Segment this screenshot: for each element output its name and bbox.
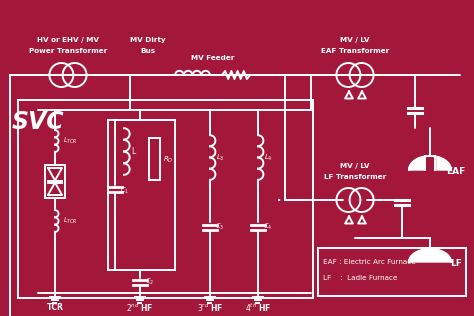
Text: $L_4$: $L_4$ [264, 153, 273, 163]
Text: $4^{th}$ HF: $4^{th}$ HF [245, 302, 271, 314]
Text: TCR: TCR [46, 303, 64, 313]
Text: MV / LV: MV / LV [340, 163, 370, 169]
Bar [318, 248, 466, 296]
Text: MV Dirty: MV Dirty [130, 37, 166, 43]
Text: $L_{TCR}$: $L_{TCR}$ [63, 136, 78, 146]
Bar [108, 120, 175, 270]
Polygon shape [409, 156, 451, 170]
Polygon shape [425, 156, 435, 170]
Text: $C_4$: $C_4$ [263, 222, 272, 232]
Text: $L_{TCR}$: $L_{TCR}$ [63, 216, 78, 226]
Text: $C_1$: $C_1$ [120, 186, 129, 196]
Bar [149, 138, 161, 180]
Text: HV or EHV / MV: HV or EHV / MV [37, 37, 99, 43]
Bar [45, 165, 65, 198]
Text: . .: . . [277, 193, 289, 203]
Text: LF Transformer: LF Transformer [324, 174, 386, 180]
Text: $L_3$: $L_3$ [216, 153, 225, 163]
Text: $2^{nd}$ HF: $2^{nd}$ HF [126, 302, 154, 314]
Text: MV / LV: MV / LV [340, 37, 370, 43]
Text: EAF: EAF [447, 167, 465, 177]
Text: Power Transformer: Power Transformer [29, 48, 107, 54]
Text: $C_2$: $C_2$ [145, 277, 154, 287]
Text: $C_3$: $C_3$ [215, 222, 224, 232]
Text: Bus: Bus [140, 48, 155, 54]
Text: MV Feeder: MV Feeder [191, 55, 235, 61]
Text: L: L [131, 148, 135, 156]
Text: $R_D$: $R_D$ [163, 155, 173, 165]
Text: SVC: SVC [12, 110, 64, 134]
Text: $3^{rd}$ HF: $3^{rd}$ HF [197, 302, 223, 314]
Bar [18, 100, 313, 298]
Text: LF    :  Ladle Furnace: LF : Ladle Furnace [323, 275, 398, 281]
Polygon shape [409, 249, 451, 262]
Text: EAF : Electric Arc Furnace: EAF : Electric Arc Furnace [323, 259, 416, 265]
Text: LF: LF [450, 259, 462, 269]
Text: EAF Transformer: EAF Transformer [321, 48, 389, 54]
